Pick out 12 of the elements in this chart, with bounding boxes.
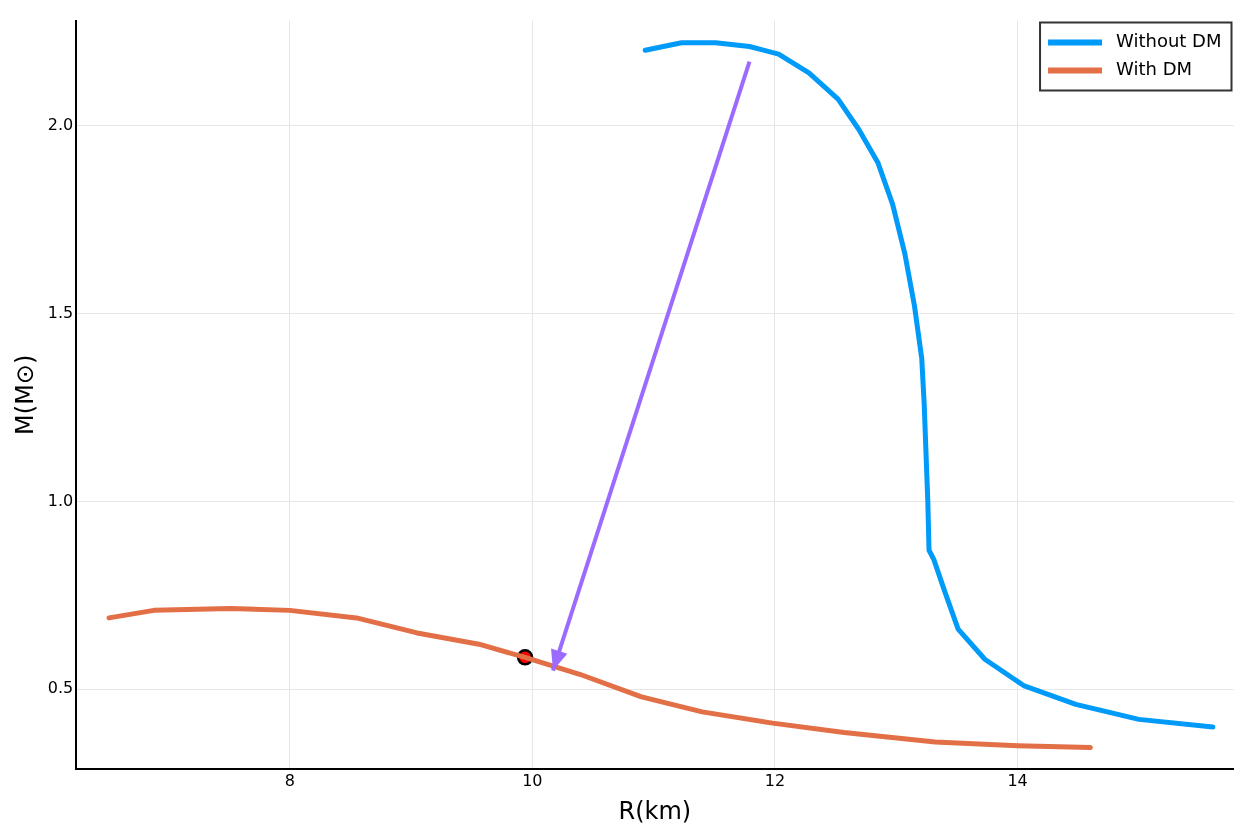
y-tick-label: 1.5	[47, 302, 74, 322]
y-tick-label: 0.5	[47, 678, 74, 698]
x-tick-label: 8	[284, 770, 295, 790]
y-axis-title: M(M⊙)	[10, 354, 39, 435]
legend-label: With DM	[1116, 58, 1193, 80]
legend-label: Without DM	[1116, 30, 1222, 52]
x-axis-title: R(km)	[618, 796, 692, 825]
x-tick-label: 12	[764, 770, 786, 790]
x-tick-label: 14	[1007, 770, 1028, 790]
y-tick-label: 1.0	[47, 490, 74, 510]
x-tick-label: 10	[522, 770, 543, 790]
y-tick-label: 2.0	[47, 114, 74, 134]
